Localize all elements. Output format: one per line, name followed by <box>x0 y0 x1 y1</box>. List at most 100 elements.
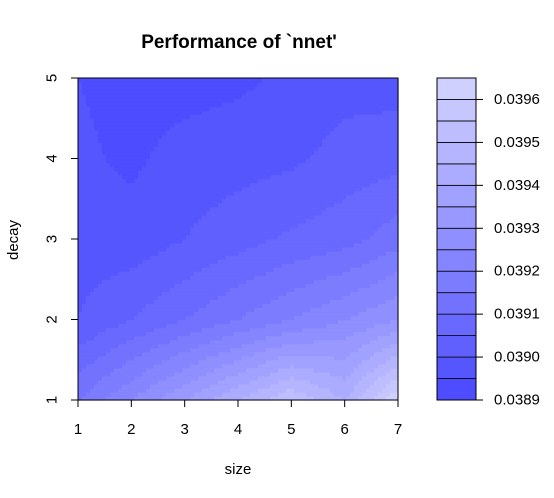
heatmap-cell <box>150 319 155 325</box>
heatmap-cell <box>190 387 195 393</box>
heatmap-cell <box>82 375 87 381</box>
heatmap-cell <box>166 78 171 83</box>
heatmap-cell <box>90 339 95 345</box>
heatmap-cell <box>230 202 235 208</box>
heatmap-cell <box>294 86 299 91</box>
heatmap-cell <box>142 178 147 184</box>
heatmap-cell <box>98 206 103 212</box>
heatmap-cell <box>226 243 231 248</box>
heatmap-cell <box>126 275 131 280</box>
heatmap-cell <box>210 311 215 317</box>
heatmap-cell <box>150 166 155 172</box>
heatmap-cell <box>174 202 179 208</box>
heatmap-cell <box>166 267 171 272</box>
heatmap-cell <box>150 206 155 212</box>
heatmap-cell <box>246 150 251 156</box>
heatmap-cell <box>278 283 283 288</box>
heatmap-cell <box>246 323 251 329</box>
heatmap-cell <box>130 86 135 91</box>
heatmap-cell <box>238 218 243 224</box>
heatmap-cell <box>190 267 195 272</box>
heatmap-cell <box>278 90 283 95</box>
heatmap-cell <box>274 158 279 164</box>
heatmap-cell <box>114 194 119 200</box>
heatmap-cell <box>114 110 119 115</box>
heatmap-cell <box>214 206 219 212</box>
heatmap-cell <box>290 327 295 333</box>
heatmap-cell <box>98 154 103 160</box>
heatmap-cell <box>138 198 143 204</box>
heatmap-cell <box>78 154 83 160</box>
heatmap-cell <box>230 287 235 292</box>
heatmap-cell <box>270 359 275 365</box>
heatmap-cell <box>90 247 95 252</box>
heatmap-cell <box>278 86 283 91</box>
heatmap-cell <box>274 283 279 288</box>
heatmap-cell <box>110 94 115 99</box>
heatmap-cell <box>190 94 195 99</box>
heatmap-cell <box>270 138 275 144</box>
heatmap-cell <box>310 383 315 389</box>
heatmap-cell <box>186 267 191 272</box>
heatmap-cell <box>114 162 119 168</box>
heatmap-cell <box>170 383 175 389</box>
heatmap-cell <box>198 303 203 309</box>
heatmap-cell <box>298 182 303 188</box>
heatmap-cell <box>158 226 163 232</box>
heatmap-cell <box>94 162 99 168</box>
heatmap-cell <box>138 118 143 123</box>
heatmap-cell <box>230 182 235 188</box>
heatmap-cell <box>234 367 239 373</box>
heatmap-cell <box>198 343 203 349</box>
heatmap-cell <box>78 383 83 389</box>
heatmap-cell <box>246 82 251 87</box>
heatmap-cell <box>302 363 307 369</box>
heatmap-cell <box>82 279 87 284</box>
heatmap-cell <box>274 391 279 397</box>
heatmap-cell <box>114 391 119 397</box>
heatmap-cell <box>102 202 107 208</box>
heatmap-cell <box>122 78 127 83</box>
heatmap-cell <box>222 243 227 248</box>
heatmap-cell <box>274 271 279 276</box>
heatmap-cell <box>270 259 275 264</box>
heatmap-cell <box>258 206 263 212</box>
heatmap-cell <box>306 331 311 337</box>
heatmap-cell <box>186 347 191 353</box>
heatmap-cell <box>306 94 311 99</box>
heatmap-cell <box>106 198 111 204</box>
heatmap-cell <box>118 166 123 172</box>
heatmap-cell <box>306 230 311 236</box>
heatmap-cell <box>218 263 223 268</box>
heatmap-cell <box>302 375 307 381</box>
heatmap-cell <box>134 279 139 284</box>
heatmap-cell <box>230 178 235 184</box>
heatmap-cell <box>78 198 83 204</box>
heatmap-cell <box>302 279 307 284</box>
heatmap-cell <box>102 110 107 115</box>
heatmap-cell <box>238 110 243 115</box>
heatmap-cell <box>150 118 155 123</box>
heatmap-cell <box>114 359 119 365</box>
heatmap-cell <box>302 243 307 248</box>
heatmap-cell <box>206 114 211 119</box>
heatmap-cell <box>298 355 303 361</box>
heatmap-cell <box>246 243 251 248</box>
heatmap-cell <box>150 122 155 127</box>
heatmap-cell <box>114 114 119 119</box>
heatmap-cell <box>266 311 271 317</box>
heatmap-cell <box>170 247 175 252</box>
heatmap-cell <box>82 251 87 256</box>
heatmap-cell <box>290 158 295 164</box>
heatmap-cell <box>254 299 259 305</box>
heatmap-cell <box>138 138 143 144</box>
heatmap-cell <box>322 122 327 127</box>
heatmap-cell <box>210 182 215 188</box>
heatmap-cell <box>198 214 203 220</box>
heatmap-cell <box>222 118 227 123</box>
heatmap-cell <box>294 283 299 288</box>
heatmap-cell <box>286 307 291 313</box>
heatmap-cell <box>314 170 319 176</box>
heatmap-cell <box>206 339 211 345</box>
heatmap-cell <box>322 295 327 300</box>
